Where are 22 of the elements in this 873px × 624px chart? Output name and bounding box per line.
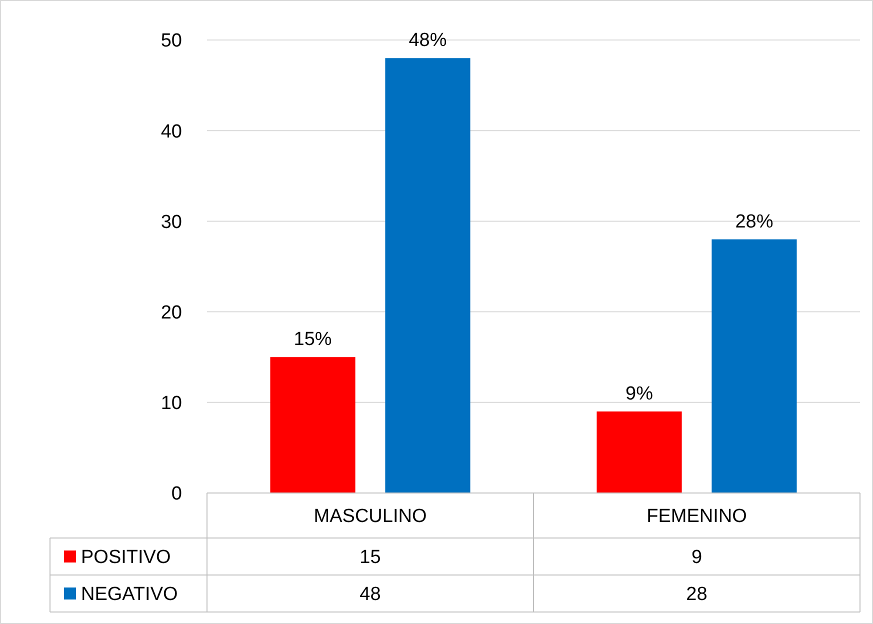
y-tick-label: 0 (171, 484, 182, 505)
data-label: 48 (360, 584, 381, 606)
data-label: 15 (360, 547, 381, 568)
y-tick-label: 10 (160, 393, 182, 414)
x-tick-label: MASCULINO (314, 506, 427, 528)
y-tick-label: 50 (160, 30, 182, 52)
y-tick-label: 40 (160, 121, 182, 142)
data-label: 9 (691, 547, 702, 568)
annotation: 9% (626, 383, 654, 404)
legend-label: POSITIVO (81, 547, 171, 568)
bar (385, 58, 470, 493)
bar (596, 411, 682, 493)
bar (270, 357, 356, 493)
data-label: 28 (686, 584, 708, 606)
annotation: 28% (735, 211, 774, 232)
x-tick-label: FEMENINO (646, 506, 747, 528)
y-tick-label: 30 (160, 212, 182, 233)
annotation: 48% (408, 30, 447, 52)
legend-label: NEGATIVO (81, 584, 178, 606)
y-tick-label: 20 (160, 302, 182, 324)
bar (712, 239, 797, 493)
annotation: 15% (294, 329, 332, 350)
